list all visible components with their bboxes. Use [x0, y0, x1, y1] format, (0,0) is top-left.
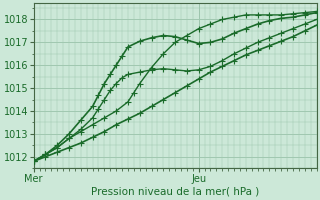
X-axis label: Pression niveau de la mer( hPa ): Pression niveau de la mer( hPa )	[91, 187, 259, 197]
